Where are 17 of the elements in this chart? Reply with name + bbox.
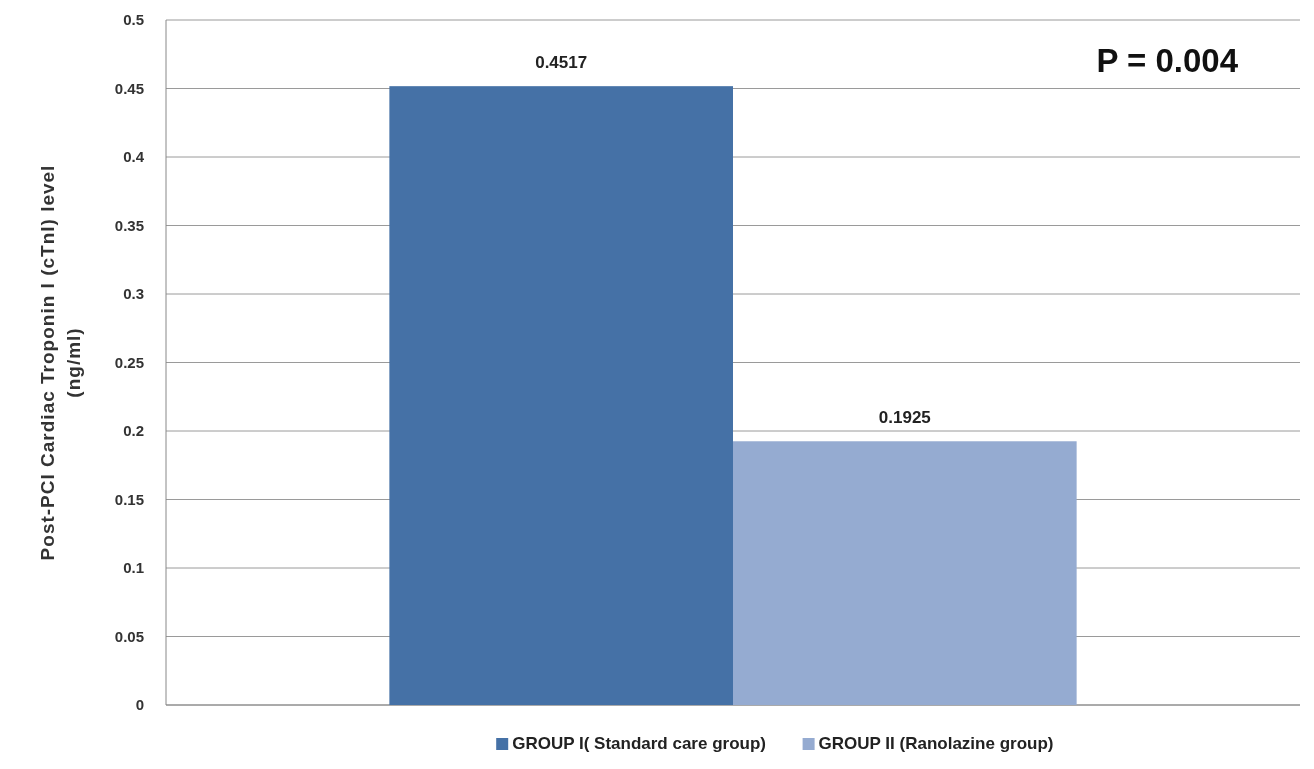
legend-label: GROUP I( Standard care group) — [512, 734, 766, 753]
y-tick-label: 0.1 — [123, 559, 144, 577]
legend-label: GROUP II (Ranolazine group) — [818, 734, 1054, 753]
data-label: 0.4517 — [535, 53, 588, 73]
y-tick-label: 0 — [135, 696, 144, 714]
y-tick-label: 0.05 — [114, 627, 144, 645]
y-tick-label: 0.25 — [114, 353, 144, 371]
y-tick-label: 0.45 — [114, 79, 144, 97]
y-tick-label: 0.2 — [123, 422, 144, 440]
y-tick-label: 0.4 — [123, 148, 145, 166]
y-tick-label: 0.15 — [114, 490, 144, 508]
y-tick-label: 0.35 — [114, 216, 144, 234]
y-tick-label: 0.3 — [123, 285, 144, 303]
y-tick-label: 0.5 — [123, 11, 144, 29]
y-axis-title: Post-PCI Cardiac Troponin I (cTnI) level (ng/ml) — [37, 164, 84, 561]
annotation: P = 0.004 — [1096, 42, 1239, 79]
data-label: 0.1925 — [878, 408, 931, 428]
